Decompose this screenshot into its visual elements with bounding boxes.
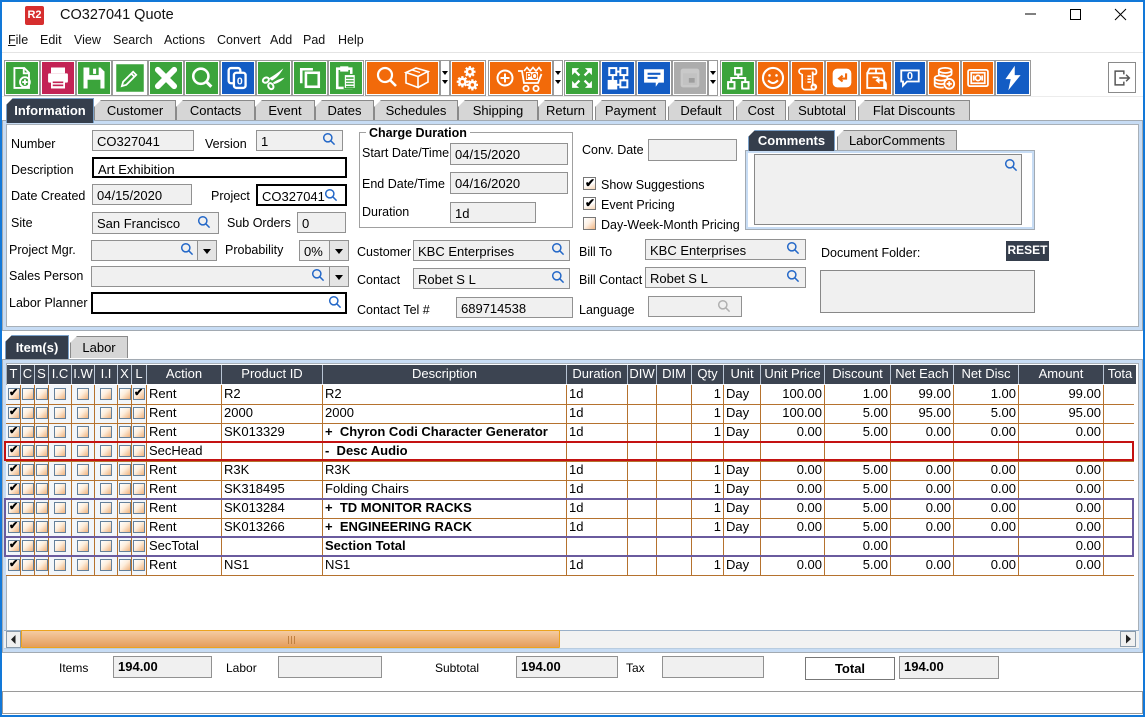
svg-text:PO: PO (526, 72, 538, 81)
svg-text:0: 0 (907, 71, 913, 83)
svg-text:0: 0 (237, 75, 243, 87)
